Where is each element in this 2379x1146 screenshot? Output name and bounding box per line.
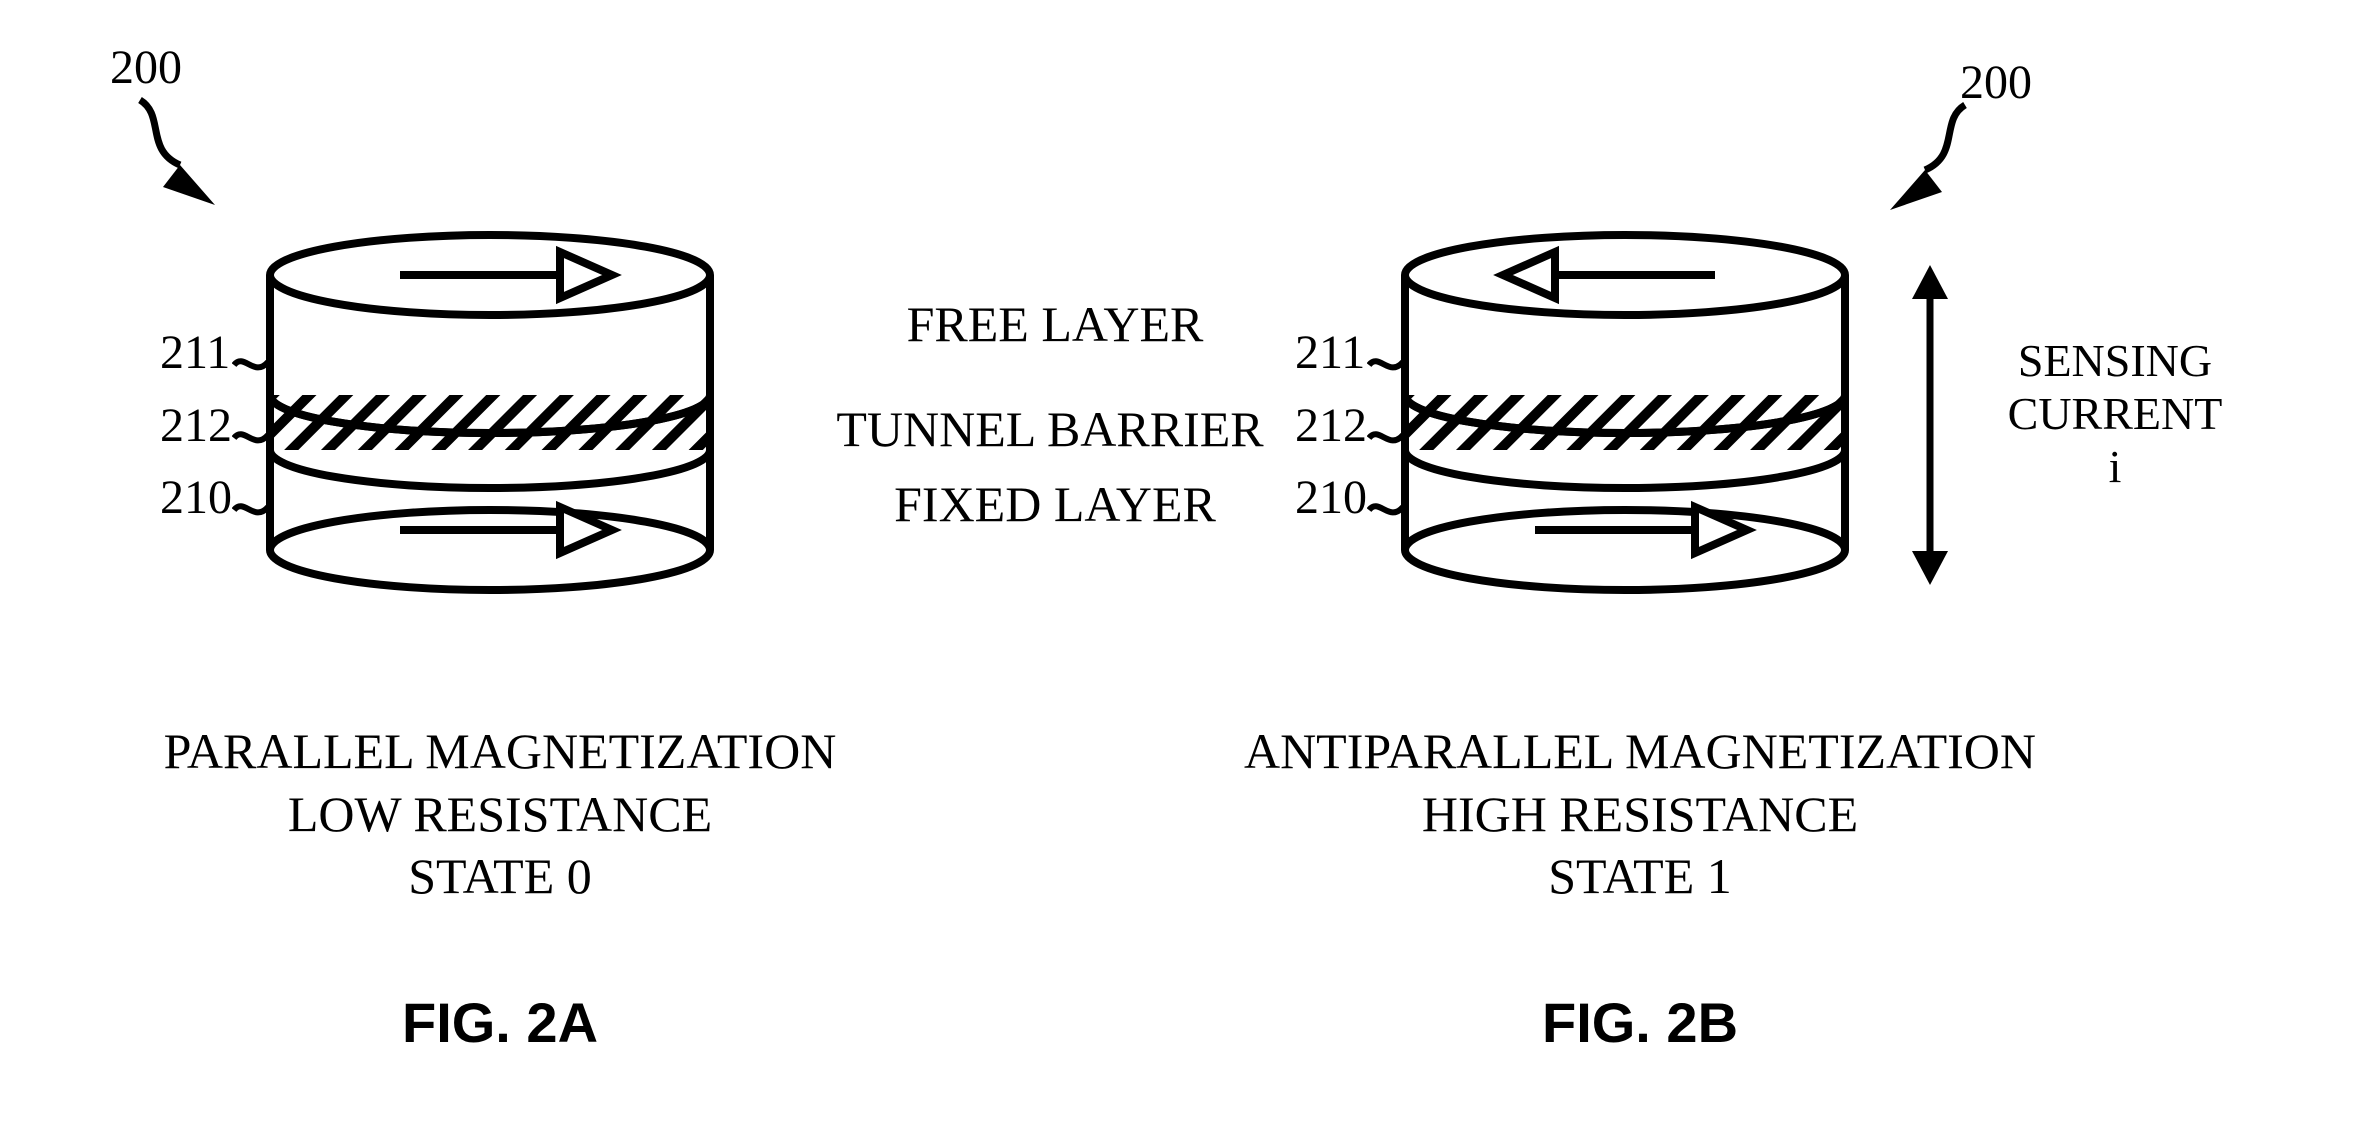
right-ref-free-leader — [1367, 350, 1407, 380]
left-ref-fixed-leader — [232, 495, 272, 525]
left-ref-fixed: 210 — [160, 470, 232, 525]
left-id-leader — [125, 95, 245, 215]
left-id-label: 200 — [110, 40, 182, 95]
layer-label-barrier: TUNNEL BARRIER — [800, 400, 1300, 458]
diagram-stage: 200 211 212 210 FREE LAYER TUNNEL BARRIE… — [0, 0, 2379, 1146]
layer-label-fixed: FIXED LAYER — [830, 475, 1280, 533]
sensing-current-label: SENSING CURRENT i — [1975, 335, 2255, 494]
right-caption: ANTIPARALLEL MAGNETIZATION HIGH RESISTAN… — [1230, 720, 2050, 908]
sensing-current-arrow — [1900, 265, 1960, 585]
right-ref-fixed: 210 — [1295, 470, 1367, 525]
right-ref-free: 211 — [1295, 325, 1365, 380]
layer-label-free: FREE LAYER — [830, 295, 1280, 353]
right-ref-fixed-leader — [1367, 495, 1407, 525]
left-ref-barrier: 212 — [160, 398, 232, 453]
left-figlabel: FIG. 2A — [300, 990, 700, 1055]
left-caption: PARALLEL MAGNETIZATION LOW RESISTANCE ST… — [160, 720, 840, 908]
right-figlabel: FIG. 2B — [1440, 990, 1840, 1055]
left-cylinder — [260, 180, 720, 600]
right-ref-barrier: 212 — [1295, 398, 1367, 453]
left-ref-free-leader — [232, 350, 272, 380]
right-ref-barrier-leader — [1367, 423, 1407, 453]
right-id-leader — [1860, 100, 1980, 220]
left-ref-barrier-leader — [232, 423, 272, 453]
left-ref-free: 211 — [160, 325, 230, 380]
right-cylinder — [1395, 180, 1855, 600]
